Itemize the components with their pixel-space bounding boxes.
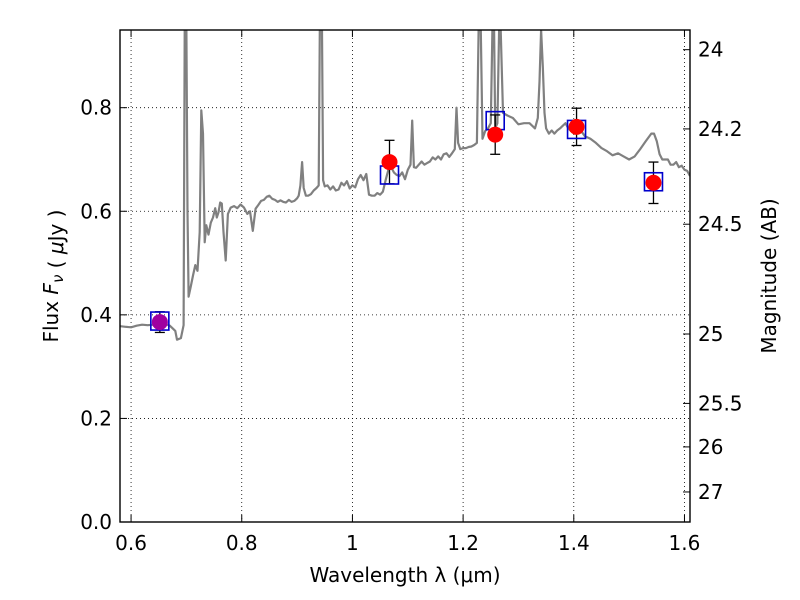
y-tick-label: 0.8 xyxy=(80,96,112,120)
x-tick-label: 1.6 xyxy=(669,531,701,555)
observed-photometry-point xyxy=(645,174,662,191)
x-tick-label: 1 xyxy=(346,531,359,555)
y-axis-label: Flux Fν ( μJy ) xyxy=(39,209,68,342)
y2-tick-label: 24.2 xyxy=(698,117,743,141)
y-tick-label: 0.6 xyxy=(80,199,112,223)
x-tick-label: 1.2 xyxy=(447,531,479,555)
x-tick-label: 0.8 xyxy=(226,531,258,555)
observed-photometry-point xyxy=(381,154,398,171)
spectrum-line xyxy=(120,30,690,341)
y2-tick-label: 24.5 xyxy=(698,212,743,236)
observed-photometry-markers xyxy=(151,118,662,331)
model-spectrum xyxy=(120,30,690,341)
axis-ticks: 0.6 0.8 1 1.2 1.4 1.6 0.0 0.2 0.4 0.6 0.8 24 24.2 24.… xyxy=(80,30,743,555)
y2-tick-label: 26 xyxy=(698,435,723,459)
y2-tick-label: 25 xyxy=(698,322,723,346)
y-tick-label: 0.2 xyxy=(80,406,112,430)
y2-axis-label: Magnitude (AB) xyxy=(757,198,781,353)
grid-lines xyxy=(120,30,690,522)
x-tick-label: 0.6 xyxy=(115,531,147,555)
y2-tick-label: 27 xyxy=(698,480,723,504)
error-bars xyxy=(154,107,659,334)
y2-tick-label: 24 xyxy=(698,38,723,62)
y-tick-label: 0.4 xyxy=(80,303,112,327)
y2-tick-label: 25.5 xyxy=(698,391,743,415)
observed-photometry-point xyxy=(487,126,504,143)
x-tick-label: 1.4 xyxy=(558,531,590,555)
x-axis-label: Wavelength λ (μm) xyxy=(309,563,500,587)
y-tick-label: 0.0 xyxy=(80,510,112,534)
observed-photometry-point xyxy=(151,314,168,331)
plot-frame xyxy=(119,29,691,523)
observed-photometry-point xyxy=(568,118,585,135)
